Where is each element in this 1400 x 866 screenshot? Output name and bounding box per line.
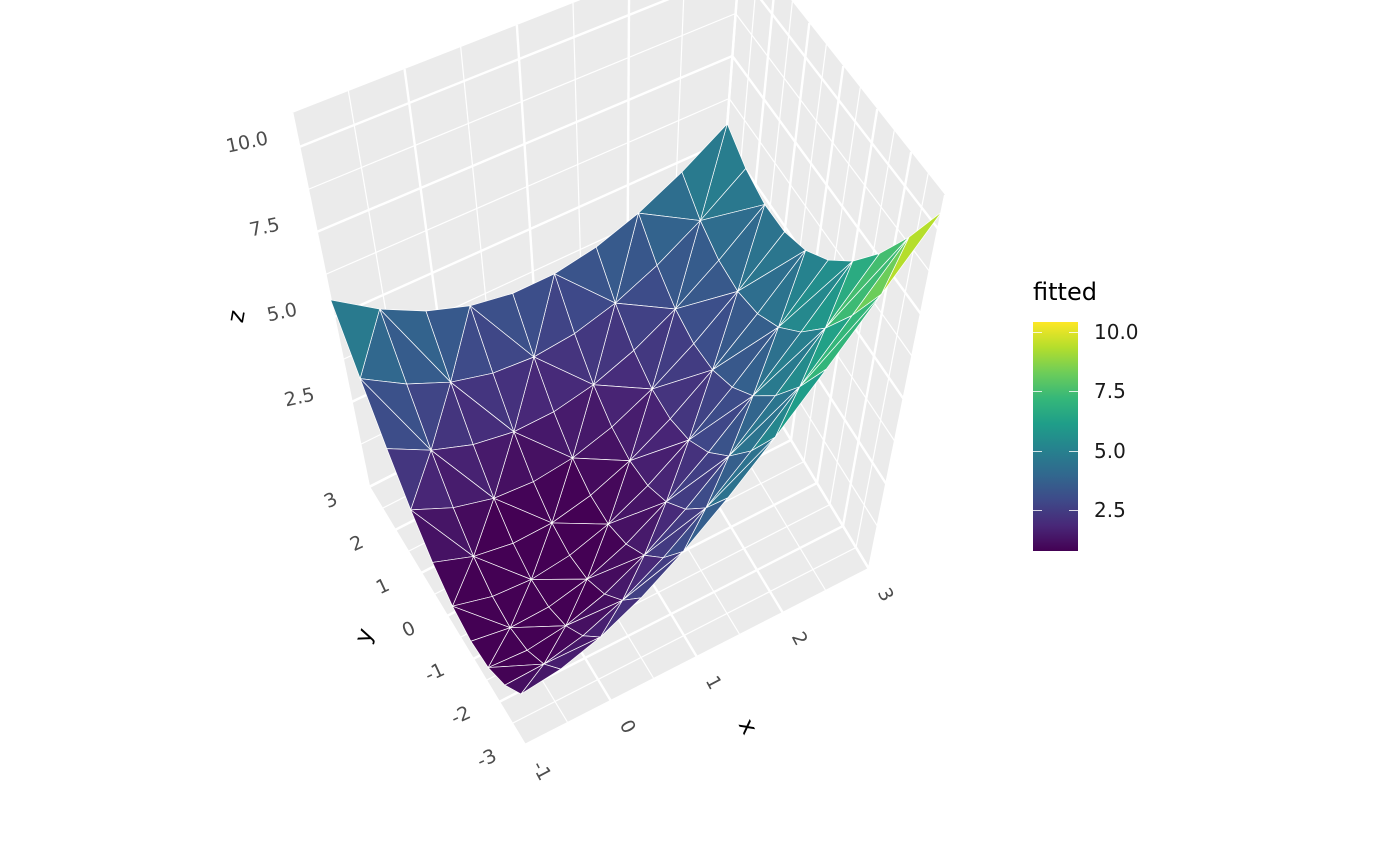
legend-tick-label: 10.0 — [1094, 319, 1139, 344]
z-tick-label: 7.5 — [247, 214, 281, 242]
legend-title: fitted — [1033, 278, 1097, 306]
legend-tick-mark — [1033, 391, 1042, 393]
y-tick-label: 2 — [347, 531, 367, 556]
legend-tick-mark — [1033, 331, 1042, 333]
x-tick-label: 2 — [787, 628, 812, 649]
color-legend: fitted 10.0 7.5 5.0 2.5 — [1033, 278, 1139, 551]
gridline-wall-z — [316, 54, 733, 234]
legend-tick-label: 5.0 — [1094, 438, 1126, 463]
x-axis-title: x — [733, 715, 762, 739]
surface-mesh — [330, 123, 943, 695]
z-tick-label: 10.0 — [224, 127, 270, 157]
gridline-wall-z — [735, 13, 931, 272]
legend-tick-label: 7.5 — [1094, 379, 1126, 404]
legend-tick-mark — [1069, 331, 1078, 333]
z-tick-label: 5.0 — [265, 299, 299, 327]
gridline-wall-z — [325, 97, 730, 276]
y-tick-label: 1 — [373, 574, 393, 599]
x-tick-label: 1 — [701, 672, 726, 693]
legend-colorbar — [1033, 322, 1078, 551]
surface-facet — [432, 556, 474, 607]
surface-facet — [520, 663, 561, 695]
gridline-wall-z — [759, 0, 940, 230]
surface-facet — [774, 368, 827, 438]
gridline-wall-z — [298, 0, 670, 149]
gridline-floor-y — [524, 567, 870, 747]
y-tick-label: -3 — [474, 745, 500, 773]
x-tick-label: 0 — [615, 716, 640, 737]
legend-tick-label: 2.5 — [1094, 498, 1126, 523]
gridline-wall-y — [867, 194, 947, 570]
legend-tick-mark — [1033, 450, 1042, 452]
x-tick-label: 3 — [873, 584, 898, 605]
surface-facet — [881, 211, 943, 295]
y-tick-label: -2 — [448, 702, 474, 730]
z-axis-title: z — [223, 308, 251, 324]
gridline-wall-z — [333, 139, 727, 319]
surface-facet — [330, 299, 381, 380]
legend-tick-mark — [1069, 450, 1078, 452]
gridline-floor-y — [511, 546, 857, 725]
gridline-wall-z — [307, 12, 736, 191]
x-tick-label: -1 — [527, 757, 555, 784]
y-tick-label: 3 — [321, 488, 341, 513]
y-tick-label: -1 — [422, 659, 448, 687]
legend-tick-mark — [1033, 510, 1042, 512]
legend-tick-mark — [1069, 391, 1078, 393]
gridline-wall-z — [728, 98, 913, 357]
gridline-floor-y — [498, 524, 844, 704]
y-axis-title: y — [350, 625, 379, 647]
z-tick-label: 2.5 — [282, 384, 316, 412]
gridline-wall-y — [841, 151, 913, 527]
y-tick-label: 0 — [399, 617, 419, 642]
legend-tick-mark — [1069, 510, 1078, 512]
